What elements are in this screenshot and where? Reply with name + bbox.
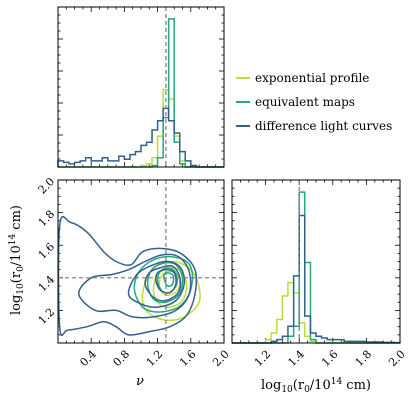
nu-tick-label: 1.6 — [177, 348, 199, 370]
logr-y-tick-label: 2.0 — [36, 175, 58, 197]
contour-difference-light-curves-level-1 — [77, 253, 192, 319]
logr-x-tick-label: 2.0 — [386, 348, 408, 370]
contour-equivalent-maps-level-0 — [133, 255, 194, 313]
logr-label-prefix: log — [261, 378, 281, 393]
logr-label-sub: 10 — [281, 385, 293, 395]
logr-y-tick-label: 1.2 — [36, 305, 58, 327]
logr-histogram-panel: 1.2 1.4 1.6 1.8 2.0 — [231, 179, 408, 370]
logr-label-sup: 14 — [331, 377, 343, 387]
x-axis-label-logr: log10(r0/1014 cm) — [261, 377, 371, 395]
ylogr-label-rest: (r — [9, 271, 24, 283]
nu-hist-exponential-profile — [58, 89, 224, 168]
logr-y-tick-label: 1.4 — [36, 273, 58, 295]
nu-tick-label: 2.0 — [210, 348, 232, 370]
ylogr-label-sub: 10 — [16, 283, 26, 295]
joint-contour-panel: 0.4 0.8 1.2 1.6 2.0 1.2 1.4 1.6 1.8 2.0 — [36, 175, 232, 369]
contour-difference-light-curves-level-4 — [154, 268, 177, 294]
legend-label-difference-light-curves: difference light curves — [255, 119, 392, 133]
legend-label-equivalent-maps: equivalent maps — [255, 95, 355, 109]
logr-x-tick-label: 1.8 — [353, 348, 375, 370]
nu-hist-difference-light-curves — [57, 107, 224, 168]
logr-label-rest: (r — [293, 378, 305, 393]
logr-x-tick-label: 1.4 — [285, 348, 307, 370]
logr-hist-equivalent-maps — [232, 191, 400, 344]
ylogr-label-unit: cm) — [9, 205, 24, 234]
logr-x-tick-label: 1.6 — [319, 348, 341, 370]
nu-tick-label: 0.8 — [111, 348, 133, 370]
contour-difference-light-curves-level-2 — [127, 260, 186, 308]
ylogr-label-prefix: log — [9, 295, 24, 315]
logr-hist-difference-light-curves — [232, 214, 401, 344]
legend: exponential profile equivalent maps diff… — [236, 71, 392, 133]
ylogr-label-sub2: 0 — [16, 266, 26, 272]
ylogr-label-tail: /10 — [9, 245, 24, 266]
ylogr-label-sup: 14 — [8, 234, 18, 246]
logr-x-tick-label: 1.2 — [252, 348, 274, 370]
logr-label-tail: /10 — [310, 378, 331, 393]
joint-frame — [57, 179, 225, 344]
contour-equivalent-maps-level-3 — [163, 272, 175, 288]
logr-label-sub2: 0 — [304, 385, 310, 395]
legend-label-exponential-profile: exponential profile — [255, 71, 369, 85]
nu-tick-label: 0.4 — [77, 348, 99, 370]
x-axis-label-nu: ν — [136, 374, 144, 389]
logr-y-tick-label: 1.8 — [36, 208, 58, 230]
contour-equivalent-maps-level-1 — [146, 261, 184, 304]
contour-difference-light-curves-level-0 — [57, 215, 198, 337]
logr-hist-frame — [231, 179, 401, 344]
contour-exponential-profile-level-2 — [158, 270, 181, 296]
logr-y-tick-label: 1.6 — [36, 240, 58, 262]
logr-label-unit: cm) — [342, 378, 371, 393]
nu-tick-label: 1.2 — [144, 348, 166, 370]
y-axis-label-logr: log10(r0/1014 cm) — [8, 205, 26, 315]
nu-histogram-panel — [57, 6, 225, 168]
nu-hist-frame — [57, 6, 225, 168]
